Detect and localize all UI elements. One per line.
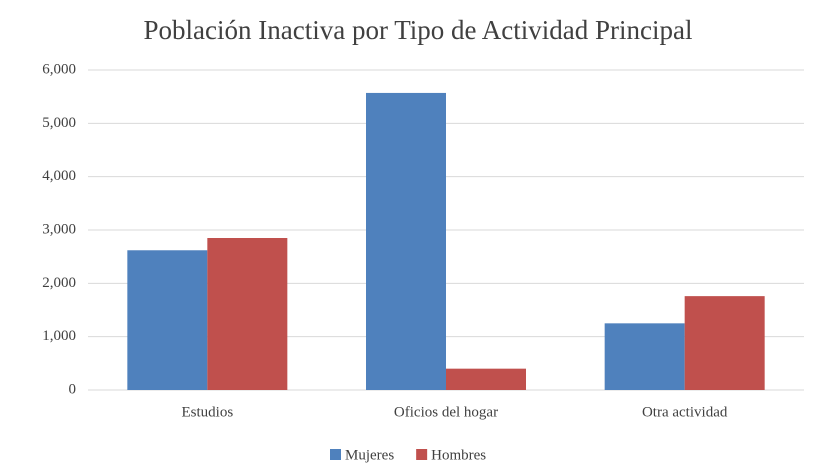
legend-label: Hombres	[431, 447, 486, 463]
y-tick-label: 3,000	[42, 221, 76, 237]
x-tick-label: Oficios del hogar	[394, 404, 498, 420]
bar	[446, 368, 526, 390]
bar	[127, 250, 208, 390]
bar	[207, 238, 288, 390]
bar	[604, 323, 685, 390]
y-tick-label: 4,000	[42, 168, 76, 184]
y-tick-label: 0	[69, 381, 77, 397]
x-tick-label: Otra actividad	[642, 404, 728, 420]
y-tick-label: 2,000	[42, 275, 76, 291]
legend-swatch	[416, 449, 428, 460]
x-tick-label: Estudios	[181, 404, 233, 420]
legend-label: Mujeres	[345, 447, 394, 463]
legend-swatch	[330, 449, 341, 460]
y-tick-label: 5,000	[42, 115, 76, 131]
bar	[366, 92, 446, 390]
y-tick-label: 6,000	[42, 61, 76, 77]
bar	[684, 296, 765, 390]
chart-title: Población Inactiva por Tipo de Actividad…	[144, 15, 693, 45]
y-tick-label: 1,000	[42, 328, 76, 344]
